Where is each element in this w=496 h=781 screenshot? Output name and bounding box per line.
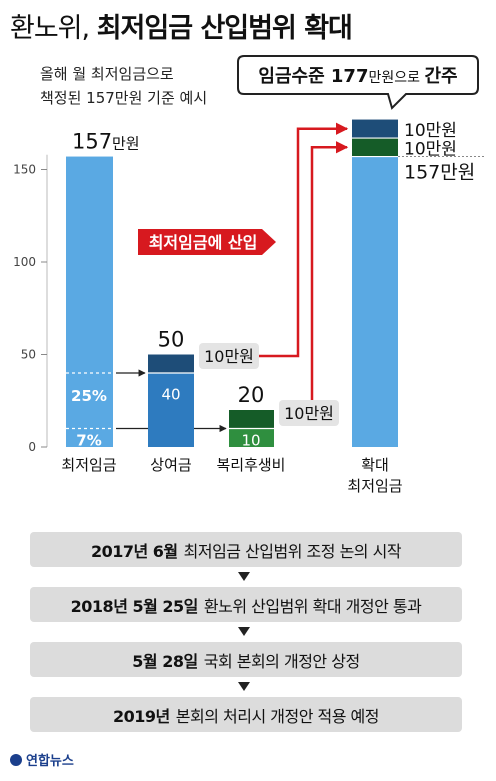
subtitle-line-1: 올해 월 최저임금으로 xyxy=(40,65,174,83)
bar-expanded-base xyxy=(352,156,398,448)
bar-inner-label: 40 xyxy=(161,385,180,403)
timeline-item-4: 2019년 본회의 처리시 개정안 적용 예정 xyxy=(30,697,462,732)
bar-top-value: 157 xyxy=(72,130,112,154)
bar-segment-label: 10만원 xyxy=(404,139,457,159)
bar-inner-label: 25% xyxy=(71,387,107,405)
bar-segment-label: 157만원 xyxy=(404,162,475,184)
bar-expanded-welfare xyxy=(352,138,398,157)
timeline-text: 본회의 처리시 개정안 적용 예정 xyxy=(175,706,380,726)
timeline-date: 5월 28일 xyxy=(132,651,198,671)
timeline-item-3: 5월 28일 국회 본회의 개정안 상정 xyxy=(30,642,462,677)
timeline-date: 2017년 6월 xyxy=(90,541,178,561)
timeline-item-1: 2017년 6월 최저임금 산입범위 조정 논의 시작 xyxy=(30,532,462,567)
infographic-title: 환노위, 최저임금 산입범위 확대 xyxy=(10,6,353,45)
x-category-label: 상여금 xyxy=(150,456,192,474)
subtitle-line-2: 책정된 157만원 기준 예시 xyxy=(40,89,208,107)
side-label: 10만원 xyxy=(204,347,254,366)
y-tick-label: 50 xyxy=(21,348,36,362)
timeline-item-2: 2018년 5월 25일 환노위 산입범위 확대 개정안 통과 xyxy=(30,587,462,622)
footer-logo: 연합뉴스 xyxy=(10,750,74,769)
y-tick-label: 0 xyxy=(28,440,36,454)
timeline-arrow-icon xyxy=(238,572,250,581)
timeline-arrow-icon xyxy=(238,627,250,636)
bar-top-value: 50 xyxy=(158,328,185,352)
red-arrow-bonus xyxy=(259,122,349,358)
side-label-box xyxy=(199,343,259,369)
badge-shape xyxy=(138,229,276,255)
x-category-label: 최저임금 xyxy=(61,456,116,474)
x-category-label: 확대 xyxy=(361,456,389,474)
bar-segment-label: 10만원 xyxy=(404,121,457,141)
bar-inner-label: 10 xyxy=(241,432,260,450)
bar-top-unit: 만원 xyxy=(112,135,140,153)
callout-text: 임금수준 177만원으로 간주 xyxy=(258,66,457,87)
timeline-text: 국회 본회의 개정안 상정 xyxy=(203,651,360,671)
y-tick-label: 150 xyxy=(13,163,36,177)
logo-text: 연합뉴스 xyxy=(26,754,74,769)
bar-minimum-wage xyxy=(66,156,113,448)
bar-inner-label: 7% xyxy=(76,432,101,450)
bar-top-value: 20 xyxy=(238,383,265,407)
globe-icon xyxy=(10,753,22,766)
title-light: 환노위, xyxy=(10,13,90,44)
title-bold: 최저임금 산입범위 확대 xyxy=(96,13,353,44)
timeline-date: 2018년 5월 25일 xyxy=(70,596,199,616)
timeline-arrow-icon xyxy=(238,682,250,691)
x-category-label: 복리후생비 xyxy=(216,456,285,474)
red-arrow-welfare xyxy=(310,141,349,400)
bar-bonus-excluded xyxy=(148,354,194,373)
timeline-date: 2019년 xyxy=(113,706,170,726)
chart-subtitle: 올해 월 최저임금으로 책정된 157만원 기준 예시 xyxy=(40,62,207,110)
callout-bubble xyxy=(237,55,479,110)
timeline-text: 최저임금 산입범위 조정 논의 시작 xyxy=(183,541,402,561)
y-tick-label: 100 xyxy=(13,255,36,269)
bar-bonus-included xyxy=(148,373,194,447)
x-category-label: 최저임금 xyxy=(347,477,402,495)
side-label: 10만원 xyxy=(284,404,334,423)
side-label-box xyxy=(279,400,339,426)
bar-welfare-included xyxy=(229,428,274,447)
bar-welfare-excluded xyxy=(229,410,274,429)
badge-label: 최저임금에 산입 xyxy=(149,233,258,252)
timeline-text: 환노위 산입범위 확대 개정안 통과 xyxy=(203,596,422,616)
bar-expanded-bonus xyxy=(352,119,398,139)
